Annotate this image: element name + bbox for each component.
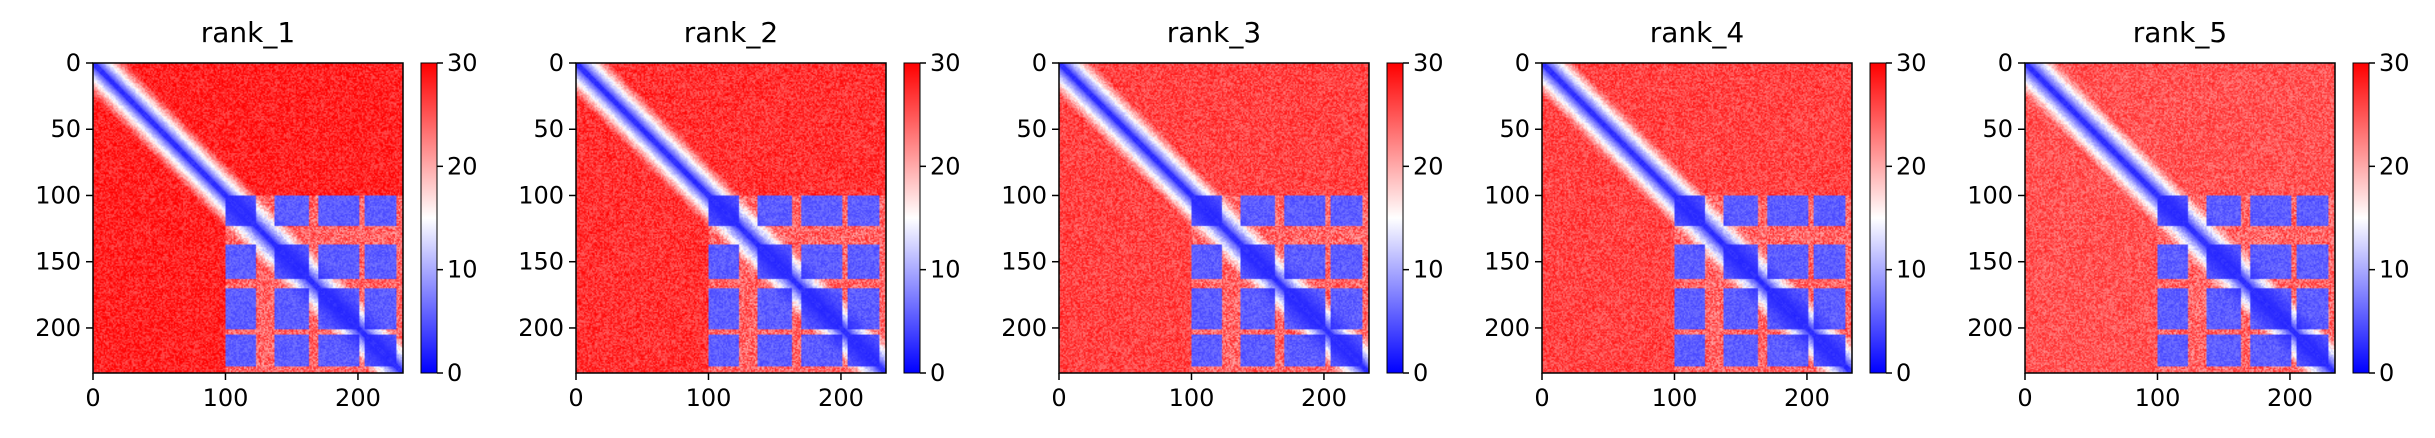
y-tick-label: 100 xyxy=(1967,181,2013,209)
x-tick-label: 200 xyxy=(1784,384,1830,412)
y-tick-label: 200 xyxy=(35,314,81,342)
colorbar-tick-label: 0 xyxy=(1896,359,1911,387)
colorbar-tick-label: 0 xyxy=(2379,359,2394,387)
y-tick-label: 150 xyxy=(518,248,564,276)
y-tick-label: 0 xyxy=(1515,49,1530,77)
heatmap-image xyxy=(93,63,403,373)
heatmap-frame xyxy=(575,62,887,374)
heatmap-frame xyxy=(1541,62,1853,374)
panel-rank_1: rank_1 0 100 200 0 50 100 150 200 0 10 20 30 xyxy=(35,16,477,412)
y-tick-label: 100 xyxy=(1484,181,1530,209)
x-tick-label: 100 xyxy=(1652,384,1698,412)
x-tick-label: 200 xyxy=(2267,384,2313,412)
x-tick-label: 0 xyxy=(2017,384,2032,412)
y-tick-label: 0 xyxy=(1998,49,2013,77)
panel-title: rank_1 xyxy=(201,16,295,49)
colorbar-tick-label: 30 xyxy=(930,49,961,77)
colorbar-tick-label: 0 xyxy=(930,359,945,387)
y-tick-label: 200 xyxy=(1001,314,1047,342)
x-tick-label: 100 xyxy=(203,384,249,412)
colorbar-tick-label: 20 xyxy=(447,152,478,180)
colorbar-tick-label: 20 xyxy=(2379,152,2410,180)
colorbar-tick-label: 0 xyxy=(1413,359,1428,387)
x-tick-label: 0 xyxy=(1534,384,1549,412)
colorbar-tick-label: 30 xyxy=(2379,49,2410,77)
y-tick-label: 150 xyxy=(35,248,81,276)
colorbar-tick-label: 30 xyxy=(1896,49,1927,77)
panel-title: rank_2 xyxy=(684,16,778,49)
y-tick-label: 100 xyxy=(1001,181,1047,209)
colorbar-tick-label: 10 xyxy=(930,256,961,284)
colorbar xyxy=(2352,62,2370,374)
colorbar xyxy=(1869,62,1887,374)
panel-title: rank_3 xyxy=(1167,16,1261,49)
x-tick-label: 200 xyxy=(335,384,381,412)
colorbar-tick-label: 30 xyxy=(1413,49,1444,77)
y-tick-label: 150 xyxy=(1001,248,1047,276)
y-tick-label: 50 xyxy=(533,115,564,143)
heatmap-frame xyxy=(1058,62,1370,374)
colorbar-tick-label: 10 xyxy=(2379,256,2410,284)
x-tick-label: 200 xyxy=(818,384,864,412)
y-tick-label: 50 xyxy=(1016,115,1047,143)
colorbar-tick-label: 10 xyxy=(447,256,478,284)
y-tick-label: 50 xyxy=(1499,115,1530,143)
colorbar-tick-label: 20 xyxy=(1413,152,1444,180)
y-tick-label: 150 xyxy=(1967,248,2013,276)
x-tick-label: 0 xyxy=(85,384,100,412)
x-tick-label: 0 xyxy=(1051,384,1066,412)
y-tick-label: 200 xyxy=(518,314,564,342)
y-tick-label: 0 xyxy=(549,49,564,77)
colorbar-tick-label: 20 xyxy=(930,152,961,180)
x-tick-label: 0 xyxy=(568,384,583,412)
heatmap-image xyxy=(1542,63,1852,373)
colorbar xyxy=(903,62,921,374)
heatmap-image xyxy=(1059,63,1369,373)
colorbar-tick-label: 0 xyxy=(447,359,462,387)
heatmap-frame xyxy=(2024,62,2336,374)
x-tick-label: 100 xyxy=(686,384,732,412)
y-tick-label: 0 xyxy=(1032,49,1047,77)
colorbar-tick-label: 20 xyxy=(1896,152,1927,180)
y-tick-label: 50 xyxy=(1982,115,2013,143)
heatmap-image xyxy=(576,63,886,373)
x-tick-label: 100 xyxy=(1169,384,1215,412)
y-tick-label: 150 xyxy=(1484,248,1530,276)
panel-rank_3: rank_3 0 100 200 0 50 100 150 200 0 10 20 30 xyxy=(1001,16,1443,412)
colorbar-tick-label: 30 xyxy=(447,49,478,77)
colorbar-tick-label: 10 xyxy=(1896,256,1927,284)
panel-rank_2: rank_2 0 100 200 0 50 100 150 200 0 10 20 30 xyxy=(518,16,960,412)
y-tick-label: 100 xyxy=(518,181,564,209)
panel-title: rank_4 xyxy=(1650,16,1744,49)
colorbar-tick-label: 10 xyxy=(1413,256,1444,284)
y-tick-label: 200 xyxy=(1484,314,1530,342)
y-tick-label: 50 xyxy=(50,115,81,143)
y-tick-label: 0 xyxy=(66,49,81,77)
panel-rank_5: rank_5 0 100 200 0 50 100 150 200 0 10 20 30 xyxy=(1967,16,2409,412)
panel-rank_4: rank_4 0 100 200 0 50 100 150 200 0 10 20 30 xyxy=(1484,16,1926,412)
x-tick-label: 100 xyxy=(2135,384,2181,412)
panel-title: rank_5 xyxy=(2133,16,2227,49)
y-tick-label: 100 xyxy=(35,181,81,209)
colorbar xyxy=(1386,62,1404,374)
heatmap-image xyxy=(2025,63,2335,373)
colorbar xyxy=(420,62,438,374)
heatmap-frame xyxy=(92,62,404,374)
y-tick-label: 200 xyxy=(1967,314,2013,342)
x-tick-label: 200 xyxy=(1301,384,1347,412)
